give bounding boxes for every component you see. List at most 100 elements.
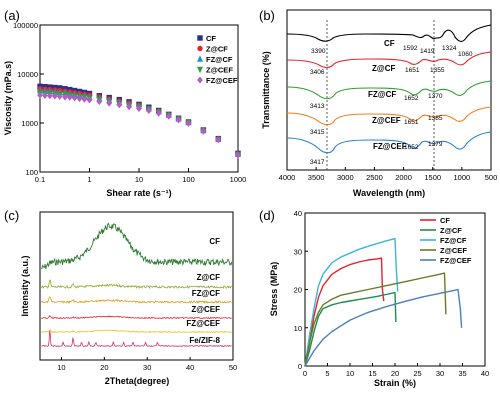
panel-b-series-fz-cef	[286, 131, 492, 154]
panel-b-peak-label: 3406	[310, 69, 325, 76]
panel-a-point-fz-cef	[71, 94, 78, 102]
panel-b-peak-label: 1652	[404, 95, 419, 102]
panel-d-xlabel: Strain (%)	[374, 378, 416, 388]
panel-c-xtick-label: 40	[186, 363, 194, 372]
panel-b-series-z-cef	[286, 106, 492, 126]
panel-a-legend-marker-fz-cef	[197, 76, 203, 84]
panel-a-point-fz-cef	[62, 93, 68, 101]
panel-a-point-fz-cef	[165, 112, 172, 120]
panel-a-legend-marker-cf	[197, 35, 203, 41]
panel-c-pattern-z-cf	[40, 279, 232, 290]
panel-d-legend-z-cef: Z@CEF	[440, 246, 467, 255]
panel-d-legend-fz-cef: FZ@CEF	[440, 256, 472, 265]
panel-d-ytick-label: 20	[294, 286, 302, 295]
panel-b-peak-label: 1060	[458, 51, 473, 58]
panel-d-curve-cf	[304, 257, 385, 367]
panel-a-point-fz-cef	[37, 91, 43, 99]
panel-a-point-fz-cef	[215, 136, 222, 144]
panel-d-curve-z-cf	[304, 291, 397, 367]
panel-b-peak-label: 3415	[310, 129, 325, 136]
panel-c-pattern-cf	[40, 222, 233, 270]
panel-a-point-fz-cef	[126, 103, 132, 111]
panel-d-curve-fz-cf	[304, 237, 399, 367]
panel-b-series-label-z-cf: Z@CF	[372, 64, 395, 73]
panel-d-ytick-label: 40	[294, 209, 302, 218]
panel-b-peak-label: 3417	[310, 159, 325, 166]
panel-b-xtick-label: 1000	[454, 173, 471, 182]
panel-b-xtick-label: 2000	[395, 173, 412, 182]
panel-d-xtick-label: 25	[413, 369, 421, 378]
panel-a-point-fz-cef	[175, 116, 182, 124]
panel-b-xtick-label: 3500	[308, 173, 325, 182]
panel-a-point-fz-cef	[200, 127, 207, 135]
panel-d-ylabel: Stress (MPa)	[269, 262, 279, 317]
panel-a-xtick-label: 0.1	[35, 175, 45, 184]
panel-a-ytick-label: 100000	[13, 21, 38, 30]
panel-d-xtick-label: 10	[346, 369, 354, 378]
panel-a-label: (a)	[4, 8, 20, 23]
panel-a-legend-fz-cf: FZ@CF	[206, 55, 233, 64]
panel-b-peak-label: 1370	[428, 93, 443, 100]
panel-b-series-cf	[286, 24, 492, 42]
panel-b-xtick-label: 500	[485, 173, 498, 182]
panel-c-xtick-label: 30	[143, 363, 151, 372]
panel-b-series-z-cf	[286, 51, 492, 69]
panel-b-peak-label: 3390	[311, 48, 326, 55]
panel-b-series-label-fz-cf: FZ@CF	[368, 90, 396, 99]
panel-b-series-fz-cf	[286, 80, 492, 100]
panel-c-pattern-fz-cf	[40, 296, 232, 304]
panel-d-legend-cf: CF	[440, 216, 450, 225]
panel-d-xtick-label: 40	[481, 369, 489, 378]
panel-c-frame	[39, 211, 234, 361]
panel-c-patterns	[40, 222, 233, 348]
panel-c: (c) 10 20 30 40 50 CF Z@CF FZ@CF Z@CEF FZ@CEF Fe/…	[4, 208, 237, 386]
panel-a-point-fz-cef	[81, 95, 88, 103]
panel-c-series-label-fz-cef: FZ@CEF	[186, 319, 220, 328]
panel-a-xlabel: Shear rate (s⁻¹)	[106, 188, 171, 198]
panel-d-curve-fz-cef	[304, 288, 463, 367]
panel-c-xtick-label: 10	[57, 363, 65, 372]
panel-d-ytick-label: 10	[294, 324, 302, 333]
panel-c-xlabel: 2Theta(degree)	[105, 376, 170, 386]
panel-a-point-fz-cef	[185, 119, 192, 127]
panel-b-peak-label: 3413	[310, 103, 325, 110]
panel-d-curves	[304, 237, 463, 367]
panel-c-label: (c)	[4, 208, 19, 223]
panel-c-series-label-z-cf: Z@CF	[197, 273, 220, 282]
panel-a-point-fz-cef	[155, 109, 162, 117]
panel-a-ytick-label: 10000	[17, 70, 38, 79]
panel-a-ytick-label: 100	[25, 168, 38, 177]
panel-a-xtick-label: 100	[182, 175, 195, 184]
panel-b-xlabel: Wavelength (nm)	[353, 188, 425, 198]
panel-b-peak-label: 1419	[420, 48, 435, 55]
panel-a-point-fz-cef	[235, 151, 241, 159]
panel-a-legend-marker-z-cf	[197, 45, 203, 52]
panel-d-legend-fz-cf: FZ@CF	[440, 236, 467, 245]
panel-a-legend-marker-z-cef	[197, 66, 203, 74]
panel-a-point-fz-cef	[42, 91, 48, 99]
panel-d-ytick-label: 0	[298, 362, 302, 371]
panel-c-pattern-fz-cef	[41, 329, 232, 334]
panel-d-xtick-label: 35	[458, 369, 466, 378]
panel-a-xtick-label: 10	[135, 175, 143, 184]
panel-b-peak-label: 1651	[405, 67, 420, 74]
panel-a-ytick-label: 1000	[21, 119, 38, 128]
panel-c-series-labels: CF Z@CF FZ@CF Z@CEF FZ@CEF Fe/ZIF-8	[186, 237, 220, 345]
panel-a-point-fz-cef	[106, 99, 113, 107]
panel-b-xtick-label: 4000	[279, 173, 296, 182]
panel-a-point-fz-cef	[116, 101, 123, 109]
panel-c-xtick-label: 20	[100, 363, 108, 372]
panel-c-xtick-label: 50	[229, 363, 237, 372]
panel-a-ylabel: Viscosity (mPa.s)	[3, 61, 13, 135]
panel-c-series-label-cf: CF	[209, 237, 220, 246]
panel-b-frame	[286, 9, 492, 171]
panel-b: (b) 4000 3500 3000 2500 2000 1500 1000 500 CF 33…	[259, 8, 497, 198]
panel-c-pattern-fe-zif-8	[41, 330, 232, 348]
panel-c-series-label-fz-cf: FZ@CF	[192, 289, 220, 298]
panel-b-peak-label: 1379	[428, 141, 443, 148]
panel-d-ticks: 0 5 10 15 20 25 30 35 40 0 10 20 30 40	[294, 209, 490, 378]
